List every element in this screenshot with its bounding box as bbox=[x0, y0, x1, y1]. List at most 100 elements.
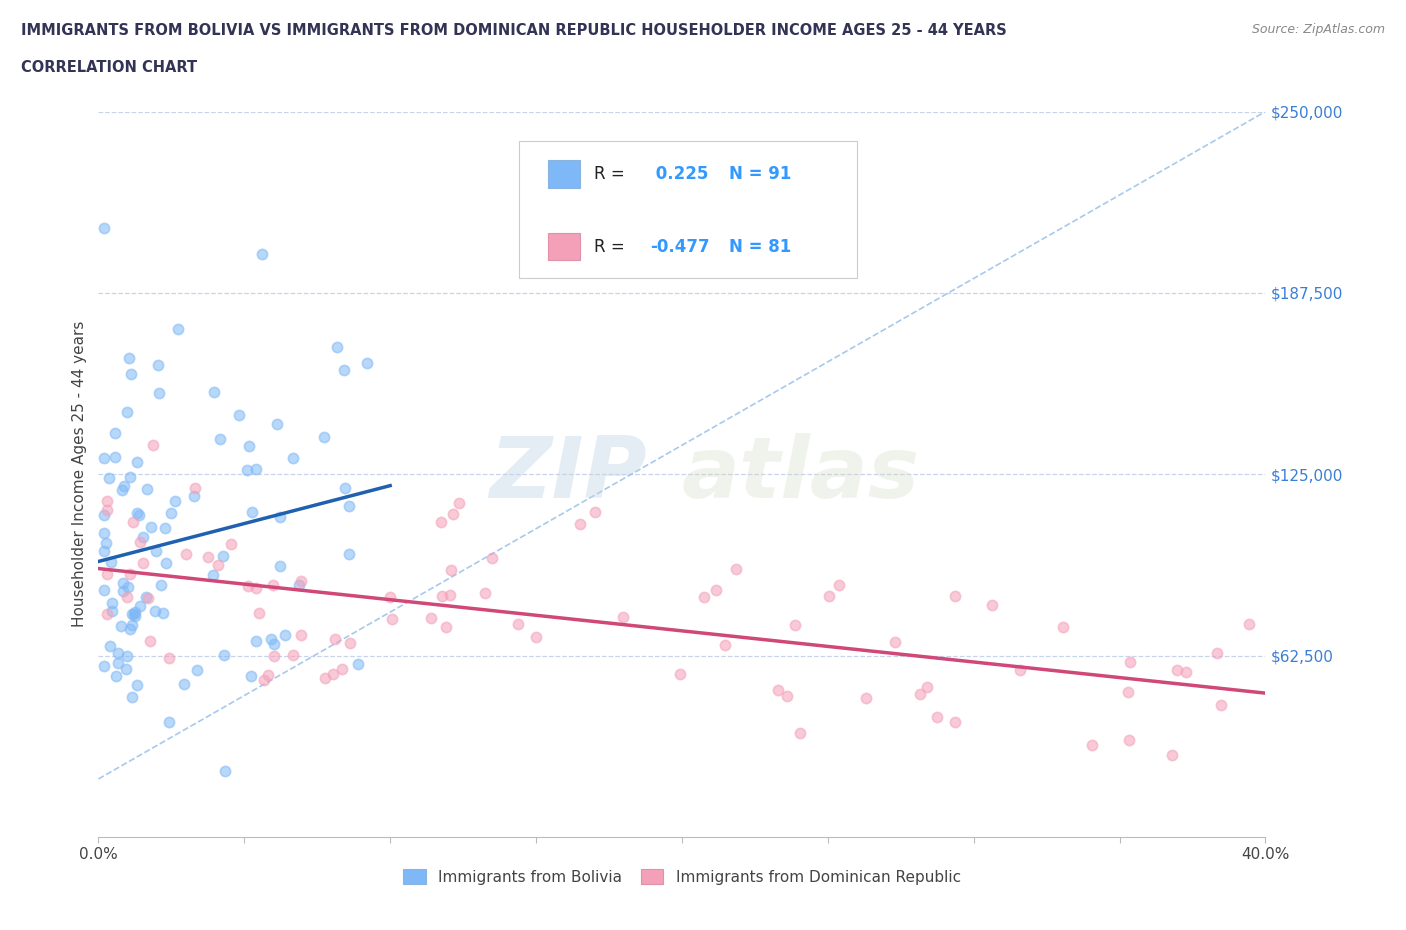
Point bbox=[240, 505, 263, 520]
Point bbox=[281, 451, 304, 466]
Point bbox=[221, 537, 243, 551]
Point bbox=[160, 505, 183, 520]
Point bbox=[253, 672, 276, 687]
Point bbox=[105, 669, 128, 684]
Point bbox=[290, 627, 312, 642]
Point bbox=[211, 548, 233, 563]
Point bbox=[117, 579, 139, 594]
Point bbox=[247, 605, 270, 620]
Point bbox=[245, 462, 267, 477]
Point bbox=[93, 543, 115, 558]
Point bbox=[281, 647, 304, 662]
Point bbox=[943, 589, 966, 604]
Point bbox=[524, 630, 547, 644]
Point bbox=[481, 551, 503, 565]
Point bbox=[236, 463, 259, 478]
Point bbox=[704, 583, 727, 598]
Point bbox=[115, 649, 138, 664]
Point bbox=[93, 507, 115, 522]
Point bbox=[419, 610, 441, 625]
Point bbox=[1206, 645, 1229, 660]
Point bbox=[93, 658, 115, 673]
Point bbox=[908, 686, 931, 701]
Point bbox=[789, 725, 811, 740]
Point bbox=[1081, 737, 1104, 752]
Point bbox=[333, 363, 356, 378]
Point bbox=[135, 590, 157, 604]
Point bbox=[128, 508, 150, 523]
Point bbox=[97, 471, 120, 485]
Point bbox=[713, 637, 735, 652]
Point bbox=[1209, 698, 1232, 712]
Point bbox=[262, 578, 284, 592]
Point bbox=[245, 633, 267, 648]
Point bbox=[129, 598, 152, 613]
Text: -0.477: -0.477 bbox=[651, 237, 710, 256]
Point bbox=[245, 581, 267, 596]
Point bbox=[111, 584, 134, 599]
Point bbox=[112, 479, 135, 494]
Point bbox=[122, 606, 145, 621]
Y-axis label: Householder Income Ages 25 - 44 years: Householder Income Ages 25 - 44 years bbox=[72, 321, 87, 628]
Point bbox=[434, 619, 457, 634]
Point bbox=[121, 690, 143, 705]
Point bbox=[96, 494, 118, 509]
Text: ZIP: ZIP bbox=[489, 432, 647, 516]
FancyBboxPatch shape bbox=[519, 140, 858, 278]
Point bbox=[165, 493, 187, 508]
Point bbox=[980, 597, 1002, 612]
Point bbox=[1008, 662, 1031, 677]
Point bbox=[127, 677, 149, 692]
Text: 0.225: 0.225 bbox=[651, 165, 709, 183]
Point bbox=[263, 648, 285, 663]
Point bbox=[724, 562, 747, 577]
Point bbox=[186, 663, 208, 678]
Point bbox=[1052, 620, 1074, 635]
Point bbox=[201, 567, 224, 582]
Point bbox=[207, 557, 229, 572]
Point bbox=[288, 578, 311, 592]
Point bbox=[943, 714, 966, 729]
Text: atlas: atlas bbox=[682, 432, 920, 516]
Point bbox=[447, 496, 470, 511]
Point bbox=[339, 636, 361, 651]
Point bbox=[323, 631, 346, 646]
Text: Source: ZipAtlas.com: Source: ZipAtlas.com bbox=[1251, 23, 1385, 36]
Point bbox=[142, 438, 165, 453]
Point bbox=[101, 604, 124, 618]
Point bbox=[197, 550, 219, 565]
Point bbox=[915, 680, 938, 695]
Point bbox=[135, 482, 157, 497]
Point bbox=[124, 604, 146, 619]
Legend: Immigrants from Bolivia, Immigrants from Dominican Republic: Immigrants from Bolivia, Immigrants from… bbox=[396, 863, 967, 891]
Point bbox=[148, 385, 170, 400]
Point bbox=[228, 408, 250, 423]
Point bbox=[174, 546, 197, 561]
Point bbox=[356, 356, 378, 371]
Point bbox=[93, 525, 115, 540]
Point bbox=[167, 322, 190, 337]
Point bbox=[236, 578, 259, 593]
Point bbox=[214, 764, 236, 778]
Point bbox=[1118, 732, 1140, 747]
Point bbox=[776, 689, 799, 704]
Point bbox=[143, 604, 166, 618]
Point bbox=[439, 587, 461, 602]
Point bbox=[508, 617, 530, 631]
Point bbox=[239, 668, 262, 683]
Point bbox=[1116, 684, 1139, 699]
Point bbox=[583, 504, 606, 519]
Point bbox=[330, 661, 353, 676]
Point bbox=[110, 618, 132, 633]
Point bbox=[96, 503, 118, 518]
Point bbox=[115, 589, 138, 604]
Point bbox=[568, 517, 591, 532]
Point bbox=[612, 610, 634, 625]
Point bbox=[883, 634, 905, 649]
Point bbox=[146, 357, 169, 372]
Point bbox=[118, 621, 141, 636]
Point bbox=[440, 563, 463, 578]
Point bbox=[766, 682, 789, 697]
Point bbox=[122, 515, 145, 530]
Text: N = 81: N = 81 bbox=[728, 237, 790, 256]
